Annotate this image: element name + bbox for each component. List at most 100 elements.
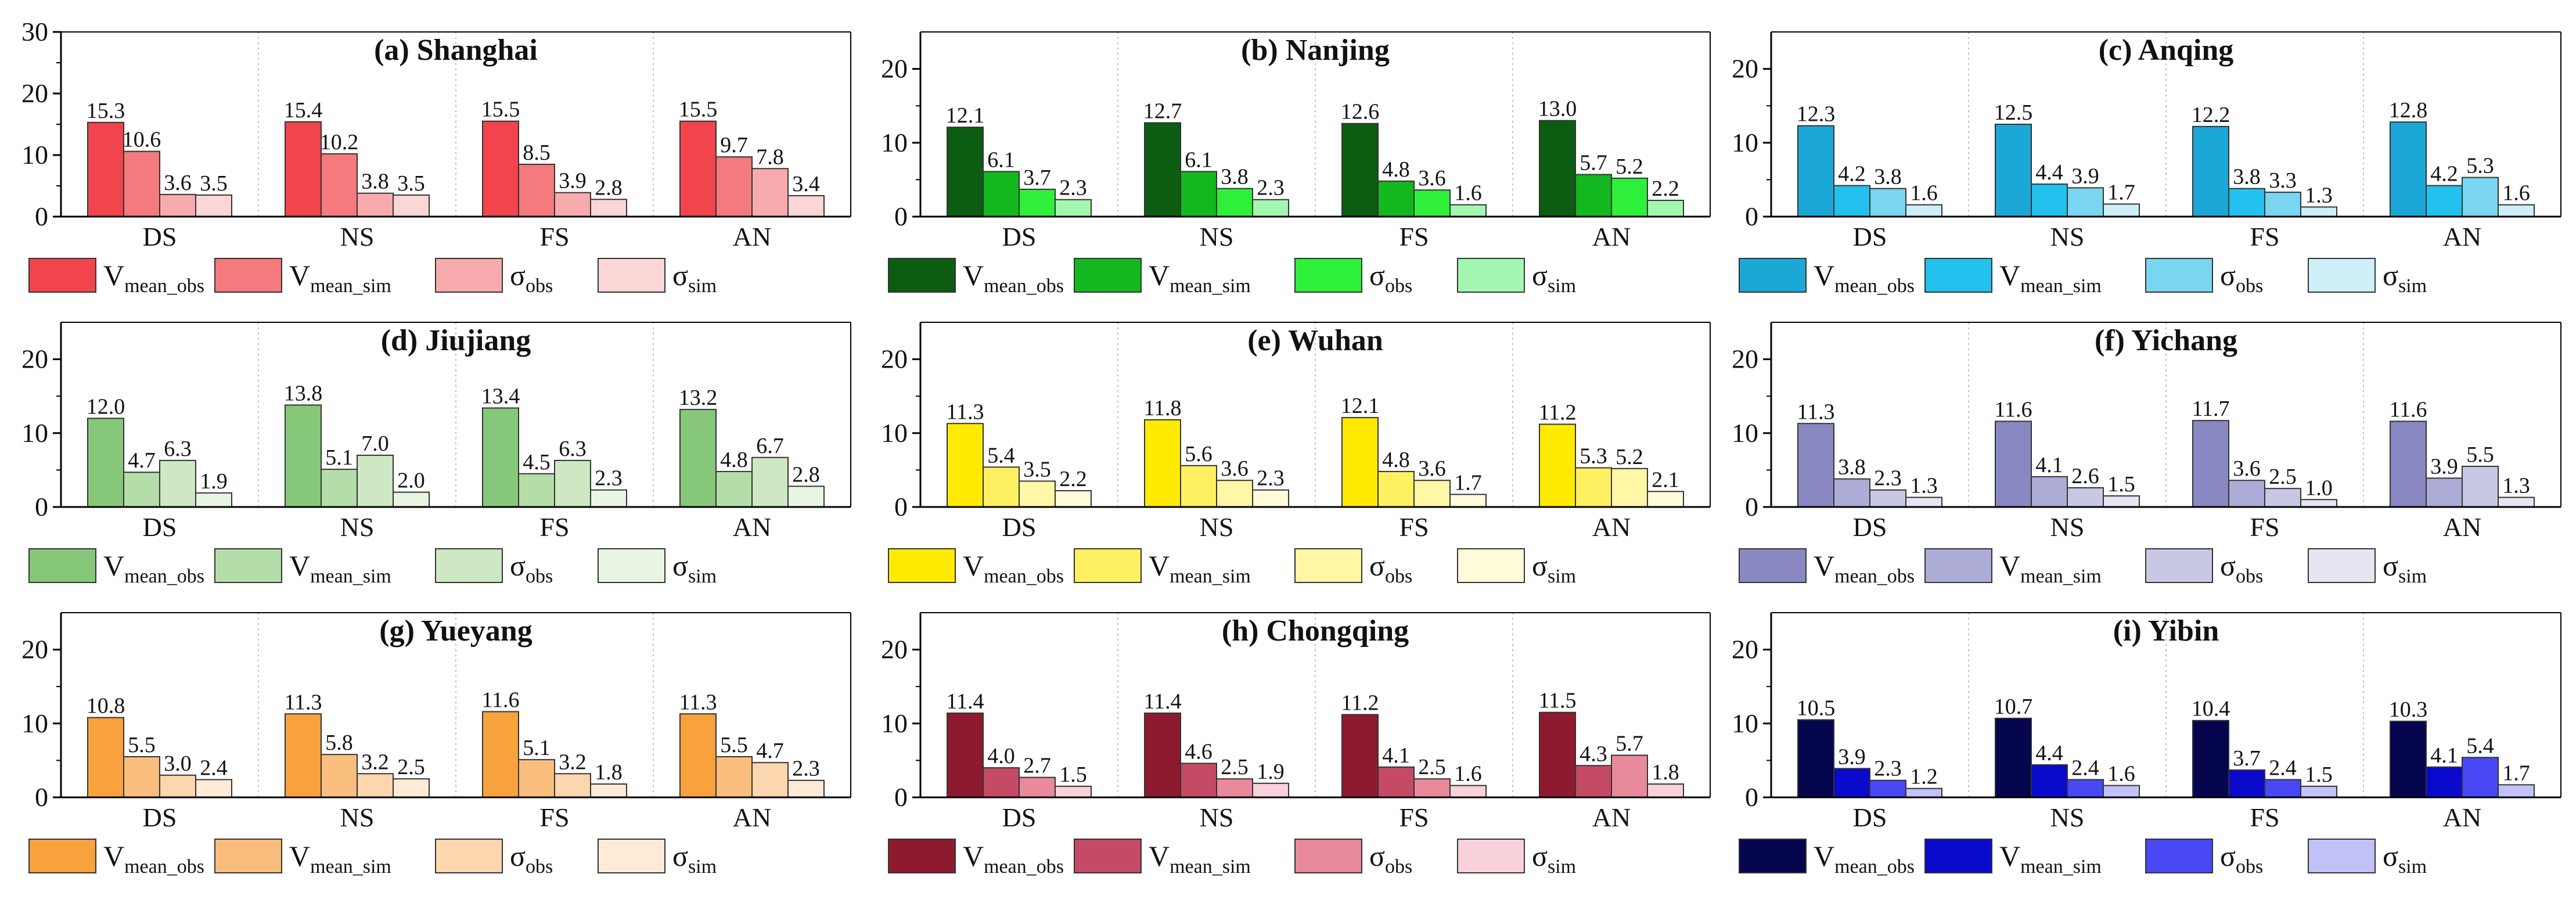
- bar[interactable]: [554, 192, 591, 218]
- bar[interactable]: [1252, 782, 1289, 799]
- legend-swatch[interactable]: [598, 548, 665, 583]
- bar[interactable]: [1833, 185, 1870, 217]
- legend-swatch[interactable]: [28, 839, 96, 873]
- bar[interactable]: [321, 153, 358, 218]
- legend-swatch[interactable]: [2308, 839, 2376, 873]
- legend-swatch[interactable]: [598, 839, 665, 873]
- bar[interactable]: [947, 423, 984, 508]
- bar[interactable]: [2264, 779, 2301, 799]
- bar[interactable]: [1019, 188, 1056, 218]
- bar[interactable]: [1905, 497, 1942, 508]
- bar[interactable]: [1647, 783, 1684, 799]
- bar[interactable]: [321, 469, 358, 508]
- bar[interactable]: [1216, 188, 1253, 217]
- bar[interactable]: [159, 774, 196, 798]
- bar[interactable]: [393, 491, 430, 508]
- bar[interactable]: [1055, 199, 1092, 217]
- bar[interactable]: [1341, 417, 1379, 508]
- bar[interactable]: [715, 756, 753, 799]
- bar[interactable]: [1869, 188, 1906, 217]
- bar[interactable]: [2228, 480, 2265, 508]
- bar[interactable]: [87, 717, 124, 799]
- bar[interactable]: [1449, 785, 1487, 798]
- legend-swatch[interactable]: [1457, 548, 1525, 583]
- bar[interactable]: [1995, 717, 2032, 798]
- bar[interactable]: [1180, 171, 1217, 217]
- bar[interactable]: [1647, 200, 1684, 217]
- bar[interactable]: [1449, 204, 1487, 218]
- bar[interactable]: [2462, 177, 2499, 218]
- bar[interactable]: [715, 156, 753, 217]
- bar[interactable]: [1341, 123, 1379, 217]
- bar[interactable]: [2264, 192, 2301, 217]
- bar[interactable]: [1905, 787, 1942, 798]
- bar[interactable]: [195, 194, 232, 217]
- legend-swatch[interactable]: [1739, 839, 1807, 873]
- bar[interactable]: [1180, 762, 1217, 799]
- bar[interactable]: [2390, 720, 2427, 799]
- bar[interactable]: [787, 485, 825, 508]
- legend-swatch[interactable]: [435, 258, 503, 293]
- bar[interactable]: [590, 783, 627, 799]
- bar[interactable]: [1833, 478, 1870, 508]
- bar[interactable]: [2228, 769, 2265, 799]
- bar[interactable]: [518, 473, 555, 508]
- legend-swatch[interactable]: [1294, 258, 1362, 293]
- bar[interactable]: [1252, 489, 1289, 508]
- bar[interactable]: [1869, 779, 1906, 799]
- bar[interactable]: [1869, 489, 1906, 508]
- bar[interactable]: [1144, 122, 1181, 217]
- bar[interactable]: [1647, 491, 1684, 508]
- bar[interactable]: [1449, 494, 1487, 508]
- bar[interactable]: [159, 193, 196, 217]
- bar[interactable]: [787, 779, 825, 799]
- bar[interactable]: [2300, 206, 2337, 217]
- bar[interactable]: [1611, 177, 1648, 217]
- bar[interactable]: [2300, 785, 2337, 799]
- legend-swatch[interactable]: [1924, 258, 1992, 293]
- legend-swatch[interactable]: [1074, 548, 1142, 583]
- bar[interactable]: [285, 713, 322, 799]
- bar[interactable]: [2067, 779, 2104, 799]
- bar[interactable]: [123, 756, 160, 799]
- bar[interactable]: [518, 759, 555, 799]
- bar[interactable]: [679, 409, 717, 508]
- bar[interactable]: [518, 163, 555, 217]
- legend-swatch[interactable]: [214, 258, 282, 293]
- bar[interactable]: [285, 404, 322, 508]
- bar[interactable]: [751, 456, 789, 508]
- bar[interactable]: [2067, 487, 2104, 508]
- bar[interactable]: [679, 120, 717, 217]
- bar[interactable]: [1611, 754, 1648, 798]
- bar[interactable]: [554, 459, 591, 508]
- bar[interactable]: [2031, 476, 2068, 508]
- bar[interactable]: [554, 773, 591, 799]
- legend-swatch[interactable]: [1739, 258, 1807, 293]
- bar[interactable]: [1216, 778, 1253, 798]
- bar[interactable]: [983, 171, 1020, 217]
- bar[interactable]: [2103, 495, 2140, 508]
- bar[interactable]: [1377, 766, 1415, 799]
- bar[interactable]: [2192, 720, 2229, 799]
- bar[interactable]: [787, 195, 825, 217]
- legend-swatch[interactable]: [2145, 548, 2213, 583]
- bar[interactable]: [123, 150, 160, 218]
- bar[interactable]: [1797, 125, 1834, 217]
- bar[interactable]: [2462, 757, 2499, 799]
- bar[interactable]: [751, 762, 789, 798]
- legend-swatch[interactable]: [2308, 548, 2376, 583]
- legend-swatch[interactable]: [435, 548, 503, 583]
- legend-swatch[interactable]: [28, 258, 96, 293]
- bar[interactable]: [357, 454, 394, 508]
- bar[interactable]: [1539, 423, 1576, 508]
- bar[interactable]: [1377, 470, 1415, 508]
- bar[interactable]: [2426, 477, 2463, 508]
- bar[interactable]: [1180, 465, 1217, 508]
- bar[interactable]: [87, 121, 124, 217]
- bar[interactable]: [393, 194, 430, 217]
- legend-swatch[interactable]: [1739, 548, 1807, 583]
- bar[interactable]: [715, 470, 753, 508]
- bar[interactable]: [195, 492, 232, 508]
- legend-swatch[interactable]: [888, 839, 956, 873]
- legend-swatch[interactable]: [214, 548, 282, 583]
